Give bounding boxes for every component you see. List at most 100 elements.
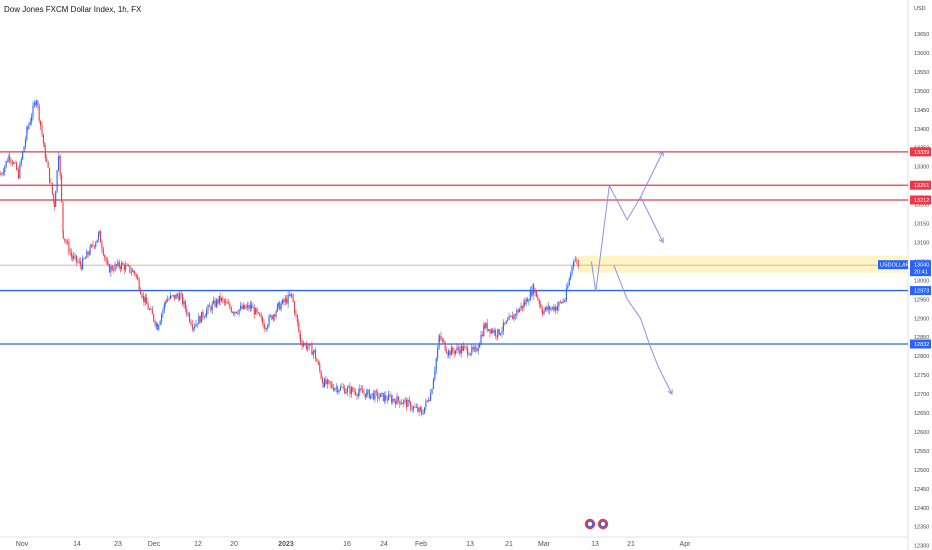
candle-body	[483, 325, 485, 329]
x-tick-label: 13	[466, 541, 474, 548]
candle-body	[230, 307, 232, 312]
candle-body	[538, 299, 540, 305]
x-tick-label: Feb	[415, 541, 427, 548]
candle-body	[532, 284, 534, 296]
candle-body	[147, 304, 149, 310]
candle-body	[89, 253, 91, 255]
candle-body	[86, 251, 88, 258]
candle-body	[498, 329, 500, 335]
candle-body	[483, 325, 485, 336]
candle-body	[50, 182, 52, 184]
candle-body	[137, 276, 139, 280]
y-tick-label: 12400	[914, 506, 929, 512]
candle-body	[565, 288, 567, 301]
candle-body	[546, 307, 548, 311]
candle-body	[460, 346, 462, 354]
candle-body	[71, 256, 73, 259]
chart-title: Dow Jones FXCM Dollar Index, 1h, FX	[4, 5, 142, 14]
projection-bullish-branch[interactable]	[640, 196, 664, 243]
candle-body	[357, 392, 359, 397]
candle-body	[301, 342, 303, 346]
candle-body	[227, 303, 230, 305]
candle-body	[1, 173, 3, 175]
event-flags[interactable]	[584, 518, 609, 530]
candle-body	[182, 294, 184, 305]
level-tag	[910, 339, 931, 349]
y-tick-label: 13000	[914, 278, 929, 284]
candle-body	[263, 322, 265, 329]
candle-body	[574, 260, 576, 262]
candle-body	[235, 311, 237, 314]
candle-body	[567, 285, 569, 289]
candle-body	[392, 398, 394, 403]
candle-body	[80, 265, 82, 270]
candle-body	[140, 289, 142, 294]
projection-bullish[interactable]	[590, 151, 664, 292]
projection-zone[interactable]	[578, 255, 908, 273]
candle-body	[431, 388, 433, 394]
projection-bearish[interactable]	[613, 265, 673, 395]
candle-body	[153, 314, 155, 321]
candle-body	[328, 380, 330, 382]
candle-body	[178, 296, 180, 301]
candle-body	[561, 302, 563, 303]
candle-body	[183, 301, 185, 305]
candle-body	[277, 302, 279, 305]
candle-body	[176, 294, 179, 297]
candle-body	[284, 298, 286, 303]
candle-body	[120, 267, 122, 269]
candle-body	[330, 384, 333, 385]
candle-body	[206, 310, 208, 316]
candles	[0, 99, 579, 417]
candle-body	[126, 265, 128, 266]
candle-body	[127, 265, 130, 266]
candle-body	[459, 349, 461, 354]
level-tag	[910, 147, 931, 157]
candle-body	[22, 151, 24, 160]
candle-body	[120, 262, 123, 269]
candle-body	[133, 270, 135, 273]
candle-body	[68, 241, 70, 253]
candle-body	[472, 346, 474, 350]
candle-body	[155, 323, 158, 326]
horizontal-levels[interactable]	[0, 151, 908, 345]
candle-body	[51, 183, 53, 194]
candle-body	[8, 155, 11, 160]
candle-body	[252, 306, 254, 308]
candle-body	[476, 348, 478, 352]
candle-body	[402, 403, 404, 405]
candle-body	[414, 406, 416, 408]
candle-body	[549, 306, 551, 310]
candle-body	[215, 299, 217, 307]
candle-body	[180, 293, 182, 295]
candle-body	[13, 162, 15, 165]
candle-body	[89, 246, 91, 254]
candle-body	[296, 314, 298, 323]
candle-body	[241, 306, 243, 309]
candle-body	[262, 317, 264, 323]
candle-body	[481, 334, 483, 336]
y-tick-label: 12600	[914, 430, 929, 436]
candle-body	[446, 350, 448, 354]
candle-body	[576, 260, 578, 262]
candle-body	[551, 306, 553, 309]
candle-body	[366, 391, 368, 398]
candle-body	[286, 298, 288, 304]
candle-body	[426, 400, 428, 402]
y-tick-label: 13100	[914, 240, 929, 246]
candle-body	[134, 272, 136, 275]
candle-body	[331, 384, 333, 388]
candle-body	[99, 231, 102, 243]
candle-body	[271, 315, 273, 320]
candle-body	[255, 308, 257, 315]
candle-body	[223, 299, 225, 303]
candle-body	[49, 167, 51, 183]
candle-body	[62, 230, 64, 239]
candle-body	[322, 378, 324, 383]
candle-body	[146, 297, 148, 305]
projection-paths[interactable]	[590, 150, 673, 395]
candle-body	[106, 261, 109, 264]
candle-body	[5, 160, 7, 167]
candle-body	[19, 163, 21, 179]
projection-zone-rect[interactable]	[578, 255, 908, 273]
